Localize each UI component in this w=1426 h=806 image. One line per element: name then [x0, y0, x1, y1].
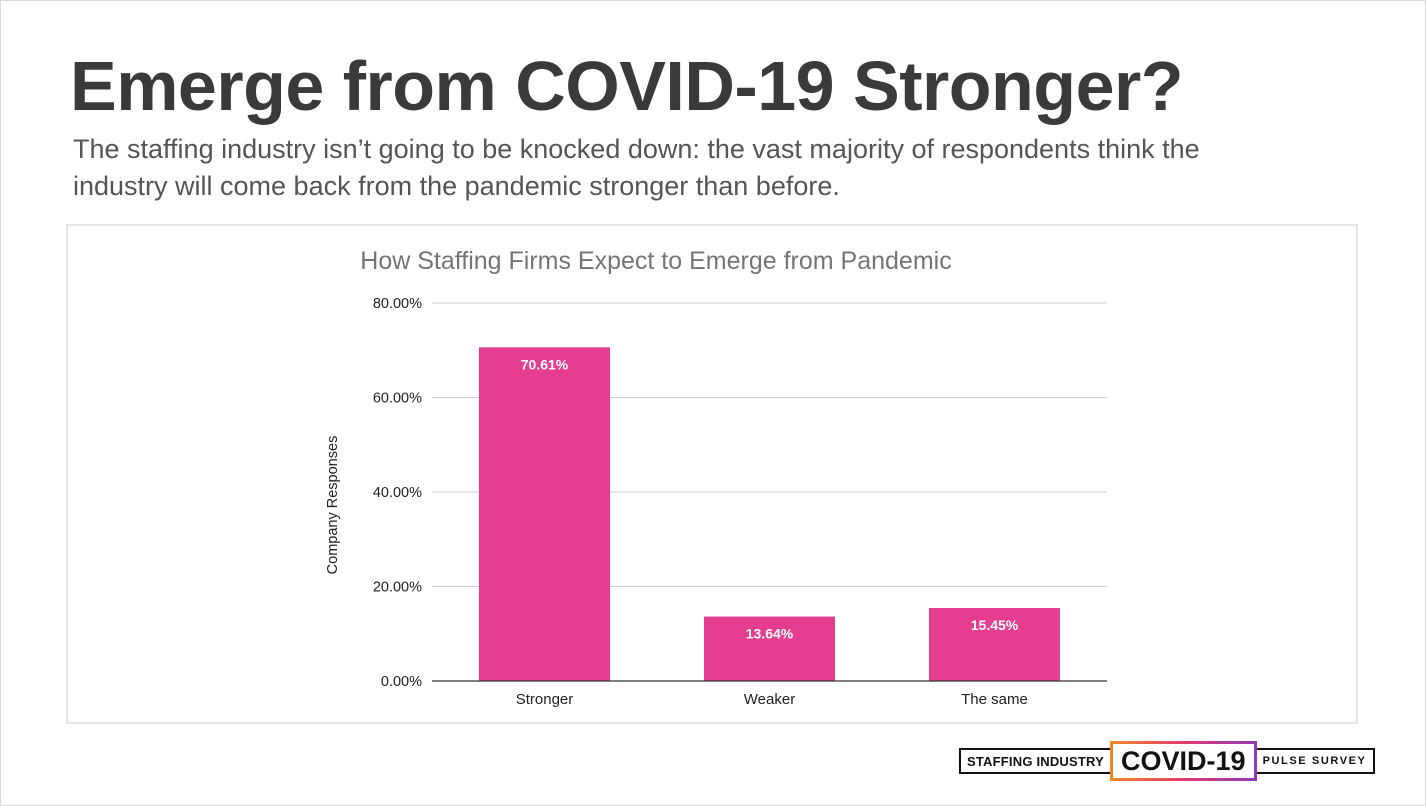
y-tick-label: 60.00% — [373, 391, 422, 407]
slide-title: Emerge from COVID-19 Stronger? — [70, 47, 1184, 125]
y-tick-label: 0.00% — [381, 674, 422, 690]
y-tick-label: 40.00% — [373, 485, 422, 501]
staffing-industry-covid-logo: STAFFING INDUSTRY COVID-19 PULSE SURVEY — [959, 740, 1375, 782]
y-axis-label: Company Responses — [325, 436, 341, 575]
y-tick-label: 20.00% — [373, 580, 422, 596]
logo-pulse-survey-text: PULSE SURVEY — [1256, 748, 1375, 774]
data-label: 15.45% — [971, 617, 1019, 633]
x-tick-label: Stronger — [516, 691, 574, 708]
x-tick-label: The same — [961, 691, 1028, 708]
x-tick-label: Weaker — [744, 691, 795, 708]
bar-chart: How Staffing Firms Expect to Emerge from… — [325, 247, 1107, 708]
chart-title: How Staffing Firms Expect to Emerge from… — [360, 247, 951, 275]
slide-subtitle: The staffing industry isn’t going to be … — [73, 134, 1200, 201]
bar — [479, 347, 610, 681]
y-tick-label: 80.00% — [373, 296, 422, 312]
bar — [704, 616, 835, 681]
logo-staffing-industry-text: STAFFING INDUSTRY — [959, 748, 1111, 774]
data-label: 13.64% — [746, 626, 794, 642]
chart-card: How Staffing Firms Expect to Emerge from… — [66, 224, 1358, 724]
bar — [929, 607, 1060, 681]
logo-covid-19-text: COVID-19 — [1110, 741, 1257, 781]
data-label: 70.61% — [521, 356, 569, 372]
